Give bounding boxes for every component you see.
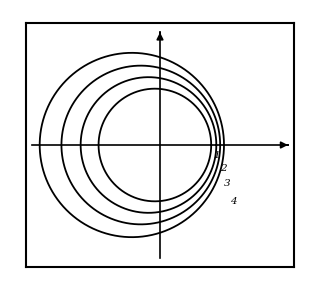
Text: 1: 1 xyxy=(214,151,220,160)
Text: 2: 2 xyxy=(220,164,227,173)
Text: 4: 4 xyxy=(230,197,237,206)
Text: 3: 3 xyxy=(224,179,231,188)
